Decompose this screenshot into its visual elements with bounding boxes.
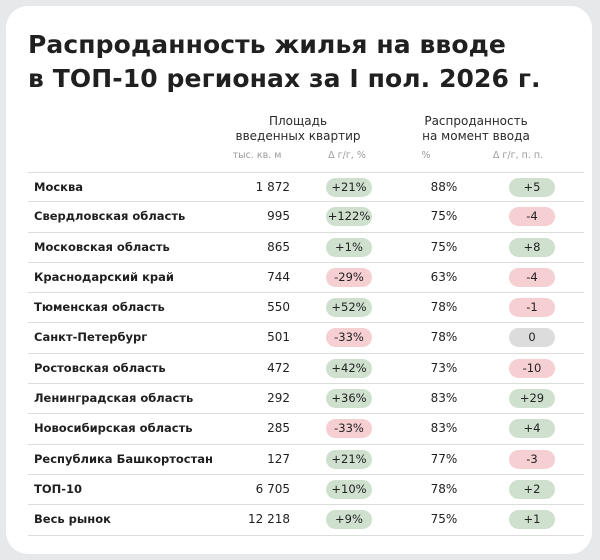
sold-change-badge: -4 <box>509 267 555 287</box>
sold-value: 83% <box>430 391 458 406</box>
sold-value: 75% <box>430 512 458 527</box>
sold-change-badge: +29 <box>509 389 555 409</box>
sold-change-badge: 0 <box>509 328 555 348</box>
sold-change-badge: -4 <box>509 207 555 227</box>
table-row: Ленинградская область 292 +36% 83% +29 <box>28 384 584 415</box>
region-name: Тюменская область <box>34 300 165 315</box>
area-value: 6 705 <box>255 481 290 496</box>
area-change-badge: +122% <box>326 207 372 227</box>
column-header-area-change: Δ г/г, % <box>328 150 366 161</box>
region-name: Ростовская область <box>34 360 166 375</box>
table-row: Москва 1 872 +21% 88% +5 <box>28 172 584 203</box>
sold-change-badge: -3 <box>509 449 555 469</box>
sold-change-badge: -10 <box>509 358 555 378</box>
sold-value: 83% <box>430 421 458 436</box>
table-row: Московская область 865 +1% 75% +8 <box>28 233 584 263</box>
area-value: 12 218 <box>248 512 290 527</box>
group-header-area: Площадь введенных квартир <box>228 114 368 144</box>
table-row: ТОП-10 6 705 +10% 78% +2 <box>28 475 584 506</box>
area-value: 501 <box>267 330 290 345</box>
area-change-badge: +1% <box>326 237 372 257</box>
table-row: Тюменская область 550 +52% 78% -1 <box>28 293 584 324</box>
area-value: 865 <box>267 239 290 254</box>
sold-value: 77% <box>430 451 458 466</box>
sold-change-badge: +5 <box>509 178 555 197</box>
sold-value: 88% <box>430 180 458 194</box>
group-header-sold-line-2: на момент ввода <box>422 129 530 143</box>
region-name: Новосибирская область <box>34 421 193 436</box>
title-line-1: Распроданность жилья на вводе <box>28 30 506 59</box>
area-value: 285 <box>267 421 290 436</box>
column-header-sold-change: Δ г/г, п. п. <box>492 150 544 161</box>
area-change-badge: -33% <box>326 419 372 439</box>
region-name: ТОП-10 <box>34 481 83 496</box>
region-name: Весь рынок <box>34 512 111 527</box>
sold-change-badge: +8 <box>509 237 555 257</box>
group-header-area-line-1: Площадь <box>268 114 328 128</box>
region-name: Свердловская область <box>34 209 186 224</box>
sold-change-badge: +1 <box>509 510 555 530</box>
area-value: 472 <box>267 360 290 375</box>
region-name: Республика Башкортостан <box>34 451 213 466</box>
group-header-sold-line-1: Распроданность <box>424 114 528 128</box>
area-value: 1 872 <box>255 180 290 194</box>
area-value: 744 <box>267 269 290 284</box>
sold-value: 78% <box>430 300 458 315</box>
column-header-sold-unit: % <box>421 150 431 161</box>
area-change-badge: +52% <box>326 298 372 318</box>
area-value: 995 <box>267 209 290 224</box>
area-change-badge: +36% <box>326 389 372 409</box>
table-card: Распроданность жилья на вводе в ТОП-10 р… <box>6 6 592 554</box>
sold-value: 75% <box>430 239 458 254</box>
area-change-badge: +10% <box>326 479 372 499</box>
table-row: Санкт-Петербург 501 -33% 78% 0 <box>28 323 584 354</box>
region-name: Ленинградская область <box>34 391 194 406</box>
sold-value: 78% <box>430 330 458 345</box>
sold-value: 73% <box>430 360 458 375</box>
area-value: 292 <box>267 391 290 406</box>
table-body: Москва 1 872 +21% 88% +5 Свердловская область… <box>28 172 584 536</box>
area-value: 550 <box>267 300 290 315</box>
column-header-area-unit: тыс. кв. м <box>232 150 282 161</box>
region-name: Санкт-Петербург <box>34 330 148 345</box>
sold-change-badge: +4 <box>509 419 555 439</box>
area-change-badge: +42% <box>326 358 372 378</box>
area-change-badge: -29% <box>326 267 372 287</box>
area-change-badge: +21% <box>326 178 372 197</box>
region-name: Краснодарский край <box>34 269 174 284</box>
sold-value: 75% <box>430 209 458 224</box>
group-header-sold: Распроданность на момент ввода <box>411 114 541 144</box>
table-row: Свердловская область 995 +122% 75% -4 <box>28 202 584 233</box>
sold-value: 78% <box>430 481 458 496</box>
title-line-2: в ТОП-10 регионах за I пол. 2026 г. <box>28 64 541 93</box>
area-change-badge: +9% <box>326 510 372 530</box>
sold-value: 63% <box>430 269 458 284</box>
area-change-badge: -33% <box>326 328 372 348</box>
area-value: 127 <box>267 451 290 466</box>
table-row: Весь рынок 12 218 +9% 75% +1 <box>28 505 584 536</box>
table-row: Республика Башкортостан 127 +21% 77% -3 <box>28 445 584 475</box>
sold-change-badge: +2 <box>509 479 555 499</box>
area-change-badge: +21% <box>326 449 372 469</box>
table-row: Новосибирская область 285 -33% 83% +4 <box>28 414 584 445</box>
table-row: Краснодарский край 744 -29% 63% -4 <box>28 263 584 294</box>
region-name: Москва <box>34 180 84 194</box>
sold-change-badge: -1 <box>509 298 555 318</box>
chart-title: Распроданность жилья на вводе в ТОП-10 р… <box>28 28 588 96</box>
region-name: Московская область <box>34 239 170 254</box>
table-row: Ростовская область 472 +42% 73% -10 <box>28 354 584 385</box>
group-header-area-line-2: введенных квартир <box>235 129 361 143</box>
